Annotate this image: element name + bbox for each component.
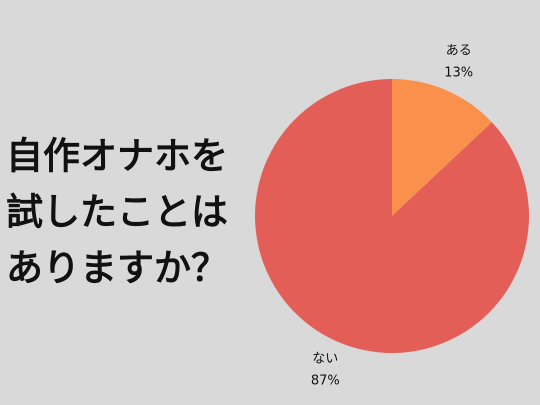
slice-label: ない [312, 352, 338, 367]
chart-title: ありますか？ [6, 247, 228, 290]
pie-slice [392, 79, 492, 216]
pie-slice [254, 79, 529, 353]
value-label: 13% [444, 65, 473, 80]
value-label: 87% [311, 374, 340, 389]
chart-title: 試したことは [6, 191, 228, 234]
slice-label: ある [446, 43, 472, 58]
chart-title: 自作オナホを [6, 135, 228, 178]
